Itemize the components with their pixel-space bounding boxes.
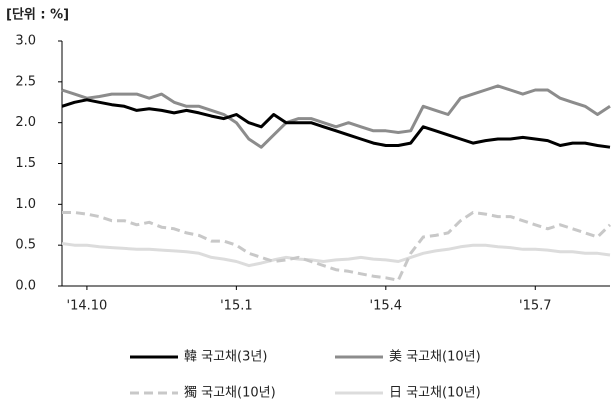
y-tick-label: 2.0 bbox=[15, 115, 36, 130]
y-tick-label: 0.0 bbox=[15, 279, 36, 294]
series-line bbox=[61, 242, 611, 268]
y-tick-label: 1.5 bbox=[15, 156, 36, 171]
x-tick-label: '15.4 bbox=[370, 299, 403, 314]
series-line bbox=[61, 98, 611, 149]
x-tick-label: '15.7 bbox=[519, 299, 552, 314]
series-line bbox=[61, 84, 611, 149]
legend-label: 韓 국고채(3년) bbox=[184, 350, 267, 365]
x-tick-label: '15.1 bbox=[220, 299, 253, 314]
y-tick-label: 0.5 bbox=[15, 238, 36, 253]
unit-label: [단위 : %] bbox=[6, 7, 69, 23]
legend-label: 美 국고채(10년) bbox=[389, 350, 481, 365]
legend-label: 獨 국고채(10년) bbox=[184, 386, 276, 401]
y-tick-label: 1.0 bbox=[15, 197, 36, 212]
y-tick-label: 2.5 bbox=[15, 74, 36, 89]
series-line bbox=[62, 211, 611, 282]
x-tick-label: '14.10 bbox=[67, 299, 108, 314]
y-tick-label: 3.0 bbox=[15, 34, 36, 49]
legend-label: 日 국고채(10년) bbox=[389, 386, 481, 401]
